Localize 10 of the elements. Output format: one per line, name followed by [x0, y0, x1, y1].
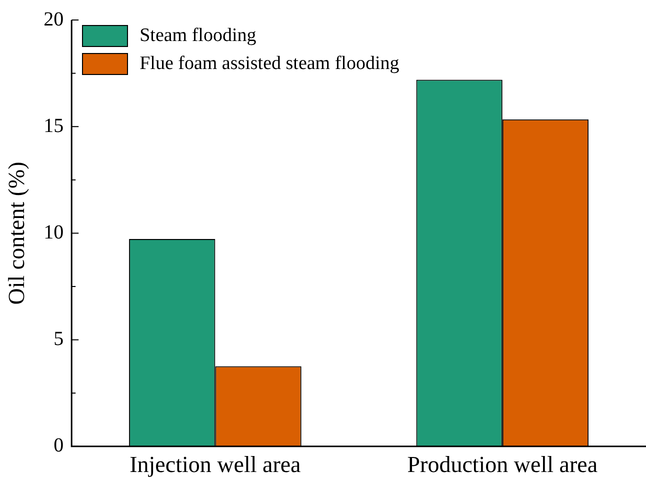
legend-label: Steam flooding [140, 25, 256, 47]
y-tick-label: 15 [44, 114, 64, 137]
y-tick-label: 0 [54, 434, 64, 457]
legend-label: Flue foam assisted steam flooding [140, 53, 400, 75]
y-axis-title: Oil content (%) [4, 162, 29, 305]
y-tick-label: 20 [44, 8, 64, 30]
y-tick-label: 10 [44, 221, 64, 244]
x-tick-label: Injection well area [130, 452, 301, 478]
x-tick-label: Production well area [407, 452, 598, 478]
y-tick-label: 5 [54, 328, 64, 350]
